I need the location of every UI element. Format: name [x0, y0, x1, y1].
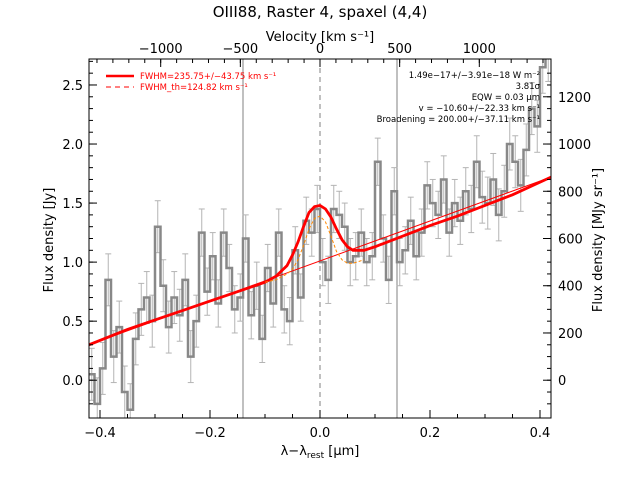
y-tick-label: 2.0 [62, 138, 83, 153]
x-tick-label: 0.2 [420, 426, 441, 441]
y-tick-label: 2.5 [62, 79, 83, 94]
y-tick-label: 1.5 [62, 197, 83, 212]
fit-annotation-2: EQW = 0.03 μm [472, 93, 540, 103]
right-tick-label: 200 [558, 327, 583, 342]
x-axis-label-unit: [μm] [324, 444, 359, 459]
y-tick-label: 0.0 [62, 374, 83, 389]
y-axis-label: Flux density [Jy] [42, 188, 57, 293]
right-tick-label: 600 [558, 233, 583, 248]
right-tick-label: 1200 [558, 91, 591, 106]
right-tick-label: 800 [558, 185, 583, 200]
right-tick-label: 400 [558, 280, 583, 295]
right-tick-label: 0 [558, 374, 566, 389]
y-tick-label: 0.5 [62, 315, 83, 330]
top-tick-label: −500 [222, 42, 258, 57]
x-tick-label: 0.0 [310, 426, 331, 441]
legend-label-1: FWHM_th=124.82 km s⁻¹ [140, 83, 248, 93]
right-axis-label: Flux density [MJy sr⁻¹] [591, 168, 606, 312]
fit-annotation-0: 1.49e−17+/−3.91e−18 W m⁻² [409, 71, 540, 81]
top-tick-label: 0 [316, 42, 324, 57]
x-axis-label-sub: rest [307, 451, 325, 461]
top-tick-label: −1000 [139, 42, 183, 57]
x-tick-label: −0.4 [84, 426, 116, 441]
x-axis-label-main: λ−λ [281, 444, 308, 459]
legend-label-0: FWHM=235.75+/−43.75 km s⁻¹ [140, 72, 276, 82]
x-tick-label: 0.4 [530, 426, 551, 441]
fit-annotation-1: 3.81σ [516, 82, 541, 92]
x-axis-label: λ−λrest [μm] [281, 444, 360, 461]
top-tick-label: 500 [387, 42, 412, 57]
chart-title: OIII88, Raster 4, spaxel (4,4) [213, 3, 428, 21]
continuum-line [89, 177, 551, 345]
y-tick-label: 1.0 [62, 256, 83, 271]
top-tick-label: 1000 [463, 42, 496, 57]
fit-annotation-4: Broadening = 200.00+/−37.11 km s⁻¹ [377, 115, 540, 125]
fit-annotation-3: v = −10.60+/−22.33 km s⁻¹ [419, 104, 540, 114]
x-tick-label: −0.2 [194, 426, 226, 441]
right-tick-label: 1000 [558, 138, 591, 153]
